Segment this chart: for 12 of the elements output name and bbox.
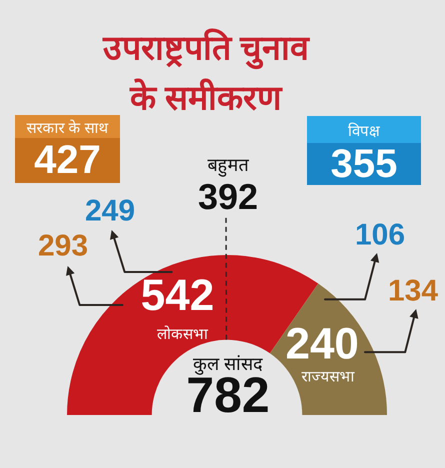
text: 134 [388, 274, 438, 308]
text: 106 [354, 218, 406, 252]
text: कुल सांसद [192, 354, 264, 375]
data-label: 542 [140, 270, 214, 320]
chart-title: उपराष्ट्रपति चुनाव के समीकरण [102, 27, 310, 118]
text: 249 [84, 194, 136, 228]
slice-label: लोकसभा [156, 324, 209, 343]
text: 392 [198, 176, 258, 217]
text: 293 [38, 229, 88, 262]
slice-label: राज्यसभा [302, 368, 356, 386]
text: बहुमत [208, 154, 250, 177]
data-label: 240 [285, 320, 359, 369]
